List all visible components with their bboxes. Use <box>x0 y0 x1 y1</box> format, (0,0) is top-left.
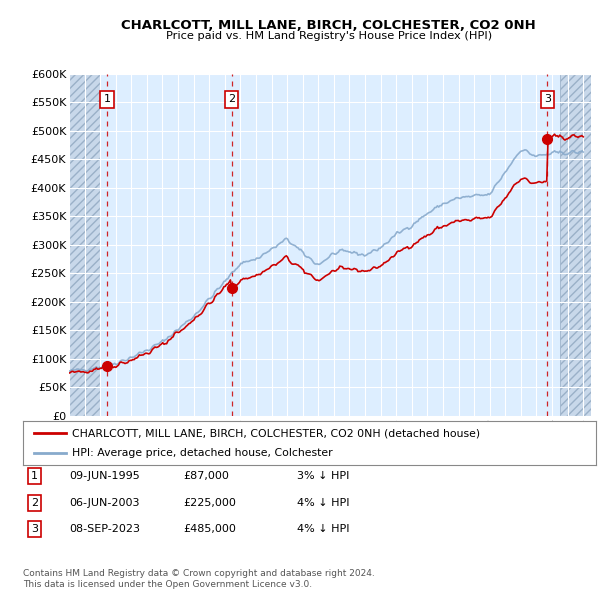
Text: Price paid vs. HM Land Registry's House Price Index (HPI): Price paid vs. HM Land Registry's House … <box>166 31 492 41</box>
Bar <box>560 74 591 416</box>
Text: Contains HM Land Registry data © Crown copyright and database right 2024.
This d: Contains HM Land Registry data © Crown c… <box>23 569 374 589</box>
Text: 1: 1 <box>104 94 110 104</box>
Text: 1: 1 <box>31 471 38 481</box>
Text: 4% ↓ HPI: 4% ↓ HPI <box>297 525 349 534</box>
Text: 08-SEP-2023: 08-SEP-2023 <box>69 525 140 534</box>
Bar <box>69 74 100 416</box>
Text: £87,000: £87,000 <box>183 471 229 481</box>
Text: £485,000: £485,000 <box>183 525 236 534</box>
Text: 09-JUN-1995: 09-JUN-1995 <box>69 471 140 481</box>
Bar <box>560 74 591 416</box>
Text: 3: 3 <box>544 94 551 104</box>
Text: 06-JUN-2003: 06-JUN-2003 <box>69 498 139 507</box>
Text: 2: 2 <box>228 94 235 104</box>
Bar <box>69 74 100 416</box>
Text: HPI: Average price, detached house, Colchester: HPI: Average price, detached house, Colc… <box>71 448 332 458</box>
Text: 4% ↓ HPI: 4% ↓ HPI <box>297 498 349 507</box>
Text: 2: 2 <box>31 498 38 507</box>
Text: 3: 3 <box>31 525 38 534</box>
Text: £225,000: £225,000 <box>183 498 236 507</box>
Text: CHARLCOTT, MILL LANE, BIRCH, COLCHESTER, CO2 0NH: CHARLCOTT, MILL LANE, BIRCH, COLCHESTER,… <box>121 19 536 32</box>
Text: CHARLCOTT, MILL LANE, BIRCH, COLCHESTER, CO2 0NH (detached house): CHARLCOTT, MILL LANE, BIRCH, COLCHESTER,… <box>71 428 479 438</box>
Text: 3% ↓ HPI: 3% ↓ HPI <box>297 471 349 481</box>
